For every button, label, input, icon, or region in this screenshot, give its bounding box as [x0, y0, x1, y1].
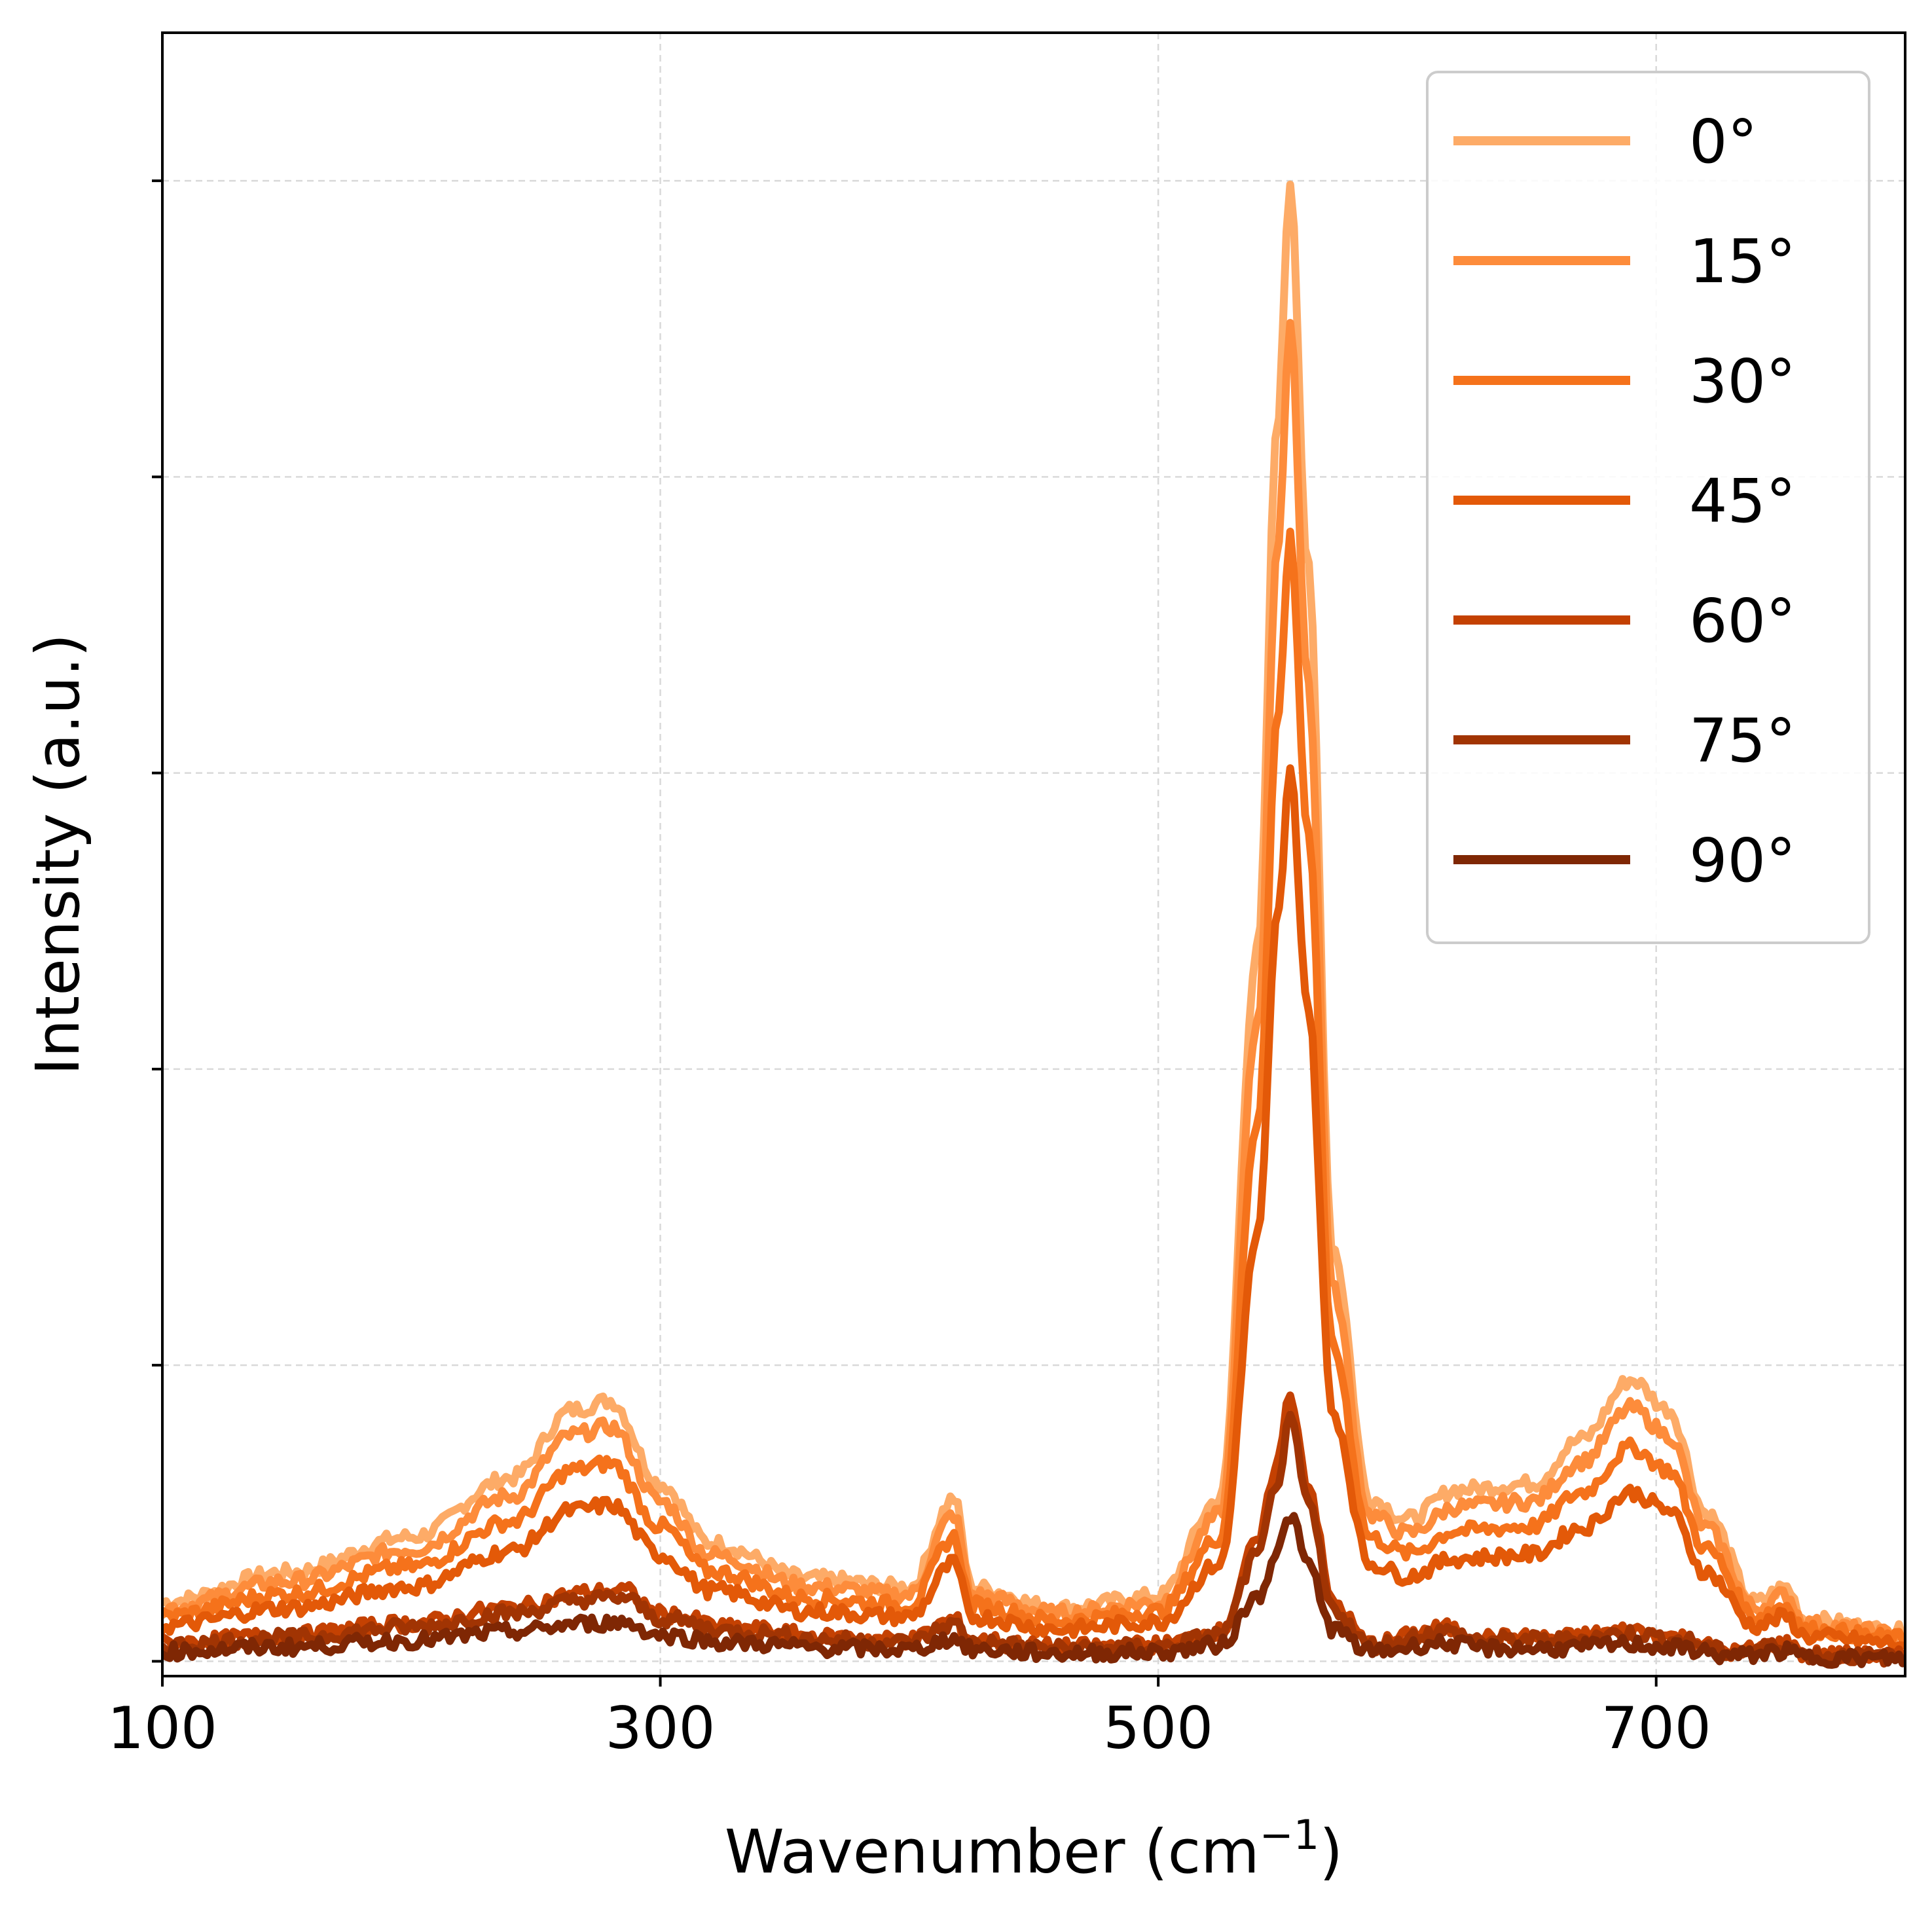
legend-label-3: 45° [1689, 466, 1796, 536]
y-axis-title: Intensity (a.u.) [23, 634, 93, 1076]
legend-label-6: 90° [1689, 826, 1796, 896]
series-line-0 [162, 180, 1905, 1643]
series-line-3 [162, 764, 1905, 1651]
series-line-1 [162, 319, 1905, 1644]
legend-label-0: 0° [1689, 107, 1758, 177]
axes-frame [161, 31, 1906, 1677]
x-tick-label: 500 [1103, 1694, 1213, 1762]
x-axis-title: Wavenumber (cm−1) [725, 1811, 1343, 1887]
series-line-6 [162, 1512, 1905, 1669]
x-axis-ticks: 100 300 500 700 [107, 1676, 1711, 1762]
legend-label-5: 75° [1689, 706, 1796, 776]
legend-label-4: 60° [1689, 586, 1796, 656]
x-tick-label: 100 [107, 1694, 217, 1762]
legend: 0° 15° 30° 45° 60° 75° 90° [1426, 71, 1870, 944]
legend-label-2: 30° [1689, 346, 1796, 416]
x-tick-label: 700 [1601, 1694, 1711, 1762]
legend-box [1426, 71, 1870, 944]
y-axis-ticks [152, 179, 162, 1663]
series-line-2 [162, 527, 1905, 1647]
x-tick-label: 300 [606, 1694, 716, 1762]
plot-area [162, 180, 1905, 1669]
legend-label-1: 15° [1689, 227, 1796, 297]
